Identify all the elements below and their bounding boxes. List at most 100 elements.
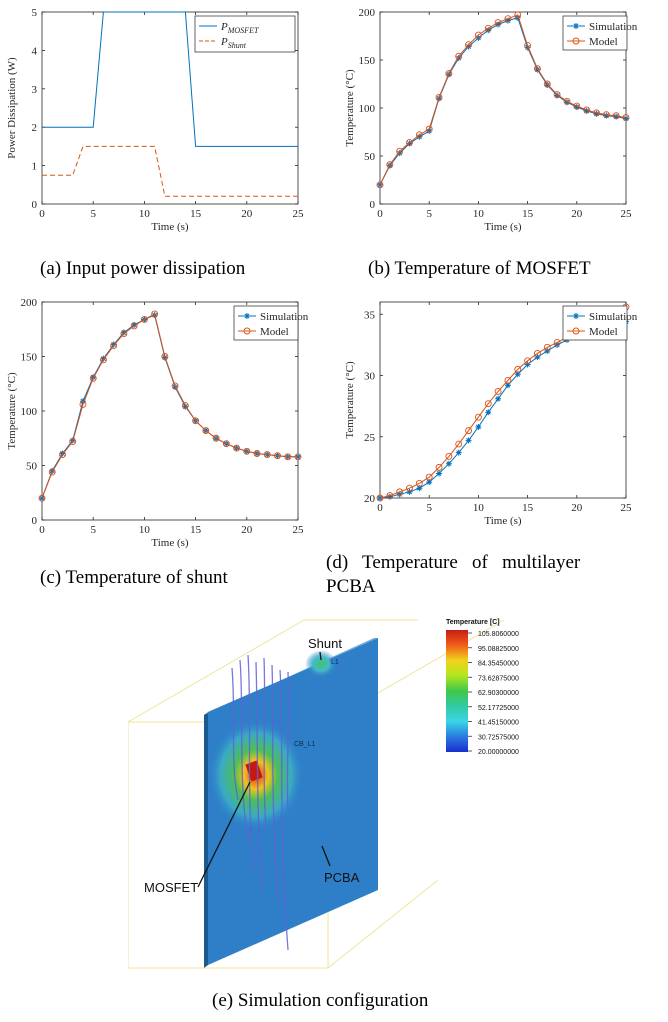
model-marker: [612, 112, 620, 120]
x-tick-label: 0: [39, 524, 45, 536]
simulation-marker: [100, 355, 107, 362]
model-marker: [622, 114, 630, 122]
model-marker: [376, 494, 384, 502]
model-marker: [48, 468, 56, 476]
flow-lines: [231, 654, 290, 951]
y-tick-label: 150: [21, 352, 38, 364]
simulation-marker: [396, 150, 403, 157]
model-marker: [524, 357, 532, 365]
model-marker: [161, 353, 169, 360]
x-tick-label: 20: [571, 502, 583, 514]
model-marker: [192, 417, 200, 425]
simulation-marker: [563, 99, 570, 106]
x-axis-label: Time (s): [484, 221, 522, 233]
x-tick-label: 20: [571, 208, 583, 220]
model-marker: [415, 131, 423, 139]
pcba-arrow: [321, 845, 331, 867]
model-marker: [543, 80, 551, 88]
series-line: [379, 14, 627, 186]
caption-d-line2: PCBA: [326, 576, 376, 597]
x-tick-label: 20: [241, 524, 253, 536]
x-tick-label: 0: [377, 208, 383, 220]
y-tick-label: 2: [32, 122, 38, 134]
series-p-mosfet: [42, 11, 298, 147]
colorbar-value: 20.00000000: [478, 749, 519, 756]
y-tick-label: 0: [370, 199, 376, 211]
simulation-marker: [534, 66, 541, 73]
y-tick-label: 50: [26, 461, 38, 473]
simulation-marker: [504, 382, 511, 389]
model-marker: [274, 452, 281, 460]
legend-label: Simulation: [589, 21, 638, 33]
simulation-marker: [514, 371, 521, 378]
colorbar-value: 52.17725000: [478, 705, 519, 712]
x-tick-label: 25: [621, 208, 633, 220]
colorbar-value: 30.72575000: [478, 734, 519, 741]
legend: Simulation Model: [562, 15, 638, 51]
legend-box: [194, 15, 296, 53]
legend-label: PShunt: [220, 36, 247, 50]
shunt-label: Shunt: [308, 636, 342, 651]
y-tick-label: 100: [21, 406, 38, 418]
simulation-marker: [406, 140, 413, 147]
y-tick-label: 30: [364, 371, 376, 383]
model-marker: [474, 413, 482, 421]
simulation-marker: [593, 110, 600, 117]
model-marker: [120, 330, 128, 338]
model-marker: [202, 427, 210, 435]
series-line: [42, 145, 298, 197]
model-marker: [543, 343, 551, 351]
simulation-marker: [426, 128, 433, 135]
y-tick-label: 50: [364, 151, 376, 163]
simulation-marker: [436, 470, 443, 477]
model-marker: [294, 453, 302, 461]
y-tick-label: 0: [32, 515, 38, 527]
model-marker: [376, 181, 384, 189]
simulation-marker: [120, 329, 127, 336]
y-tick-label: 3: [32, 84, 38, 96]
simulation-marker: [445, 460, 452, 467]
model-marker: [504, 15, 512, 23]
y-axis-label: Temperature (°C): [344, 361, 356, 439]
x-tick-label: 0: [39, 208, 45, 220]
x-axis-label: Time (s): [484, 515, 522, 527]
simulation-marker: [524, 361, 531, 368]
y-tick-label: 1: [32, 161, 38, 173]
model-marker: [253, 450, 261, 457]
model-marker: [445, 452, 453, 460]
x-tick-label: 25: [293, 208, 305, 220]
legend-label: Simulation: [589, 311, 638, 323]
model-marker: [38, 494, 46, 502]
simulation-illustration: Shunt MOSFET PCBA CB_L1 L1 Temperature […: [127, 600, 548, 972]
model-marker: [222, 440, 230, 448]
chart-b-svg: 0 5 10 15 20 25 0 50 100 150 200 Time (s) Temperatur…: [344, 7, 638, 233]
colorbar-value: 41.45150000: [478, 720, 519, 727]
simulation-marker: [485, 27, 492, 34]
model-marker: [465, 427, 473, 435]
model-marker: [284, 453, 292, 461]
legend-box: [233, 305, 299, 341]
model-marker: [514, 365, 522, 373]
model-marker: [396, 147, 404, 155]
model-marker: [59, 451, 66, 459]
series-line: [41, 313, 298, 499]
x-tick-label: 20: [241, 208, 253, 220]
model-marker: [69, 438, 77, 445]
y-tick-label: 20: [364, 493, 376, 505]
simulation-marker: [573, 313, 579, 319]
model-marker: [553, 338, 561, 346]
model-marker: [425, 473, 433, 481]
simulation-marker: [485, 409, 492, 416]
simulation-marker: [504, 17, 511, 24]
caption-a: (a) Input power dissipation: [40, 258, 246, 279]
model-marker: [233, 444, 241, 452]
x-tick-label: 15: [190, 524, 202, 536]
simulation-marker: [583, 107, 590, 114]
model-marker: [415, 479, 423, 487]
simulation-marker: [244, 313, 250, 319]
simulation-marker: [534, 354, 541, 361]
caption-e: (e) Simulation configuration: [212, 990, 429, 1011]
model-marker: [181, 402, 189, 410]
colorbar-value: 105.8060000: [478, 631, 519, 638]
series-model: [38, 310, 302, 502]
